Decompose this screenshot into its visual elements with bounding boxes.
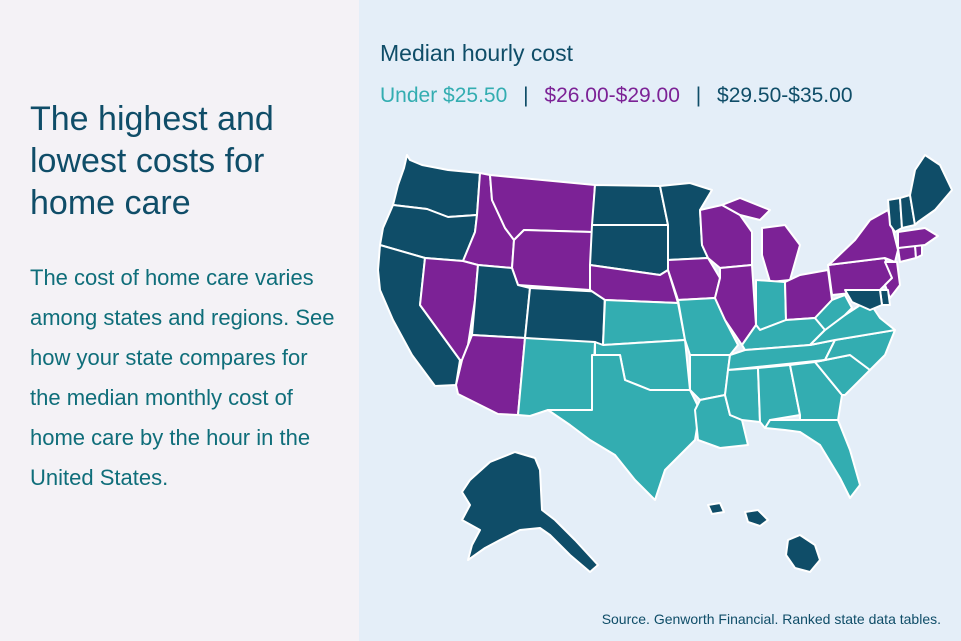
state-maryland [844,289,883,311]
state-mississippi [724,367,761,423]
state-michigan [761,224,801,283]
state-florida [764,419,861,499]
legend-title: Median hourly cost [380,40,574,66]
body-text: The cost of home care varies among state… [30,265,335,490]
state-hawaii-maui [744,509,769,527]
headline: The highest and lowest costs for home ca… [30,100,274,222]
left-panel [0,0,359,641]
state-maine [909,154,953,226]
state-alaska [461,451,599,573]
state-new-mexico [517,337,596,417]
legend-separator: | [695,84,702,107]
legend-tier-mid: $26.00-$29.00 [544,84,680,107]
legend-tier-low: Under $25.50 [380,84,508,107]
state-michigan-upper [721,197,771,221]
us-map [377,154,953,573]
state-arkansas [689,354,731,401]
state-arizona [455,334,526,416]
state-iowa [667,257,721,301]
state-kansas [602,299,686,346]
state-texas [547,354,701,501]
state-hawaii [785,534,821,573]
state-new-york [827,209,899,266]
state-vermont [887,197,903,233]
state-west-virginia [814,294,853,331]
state-hawaii-oahu [707,502,725,515]
legend-tier-high: $29.50-$35.00 [717,84,853,107]
source-note: Source. Genworth Financial. Ranked state… [601,611,941,627]
state-colorado [524,287,606,346]
state-massachusetts [897,227,939,249]
state-illinois [714,264,757,346]
state-north-dakota [591,184,669,226]
legend: Under $25.50 | $26.00-$29.00 | $29.50-$3… [380,84,853,108]
state-wyoming [511,229,593,291]
legend-separator: | [523,84,529,107]
